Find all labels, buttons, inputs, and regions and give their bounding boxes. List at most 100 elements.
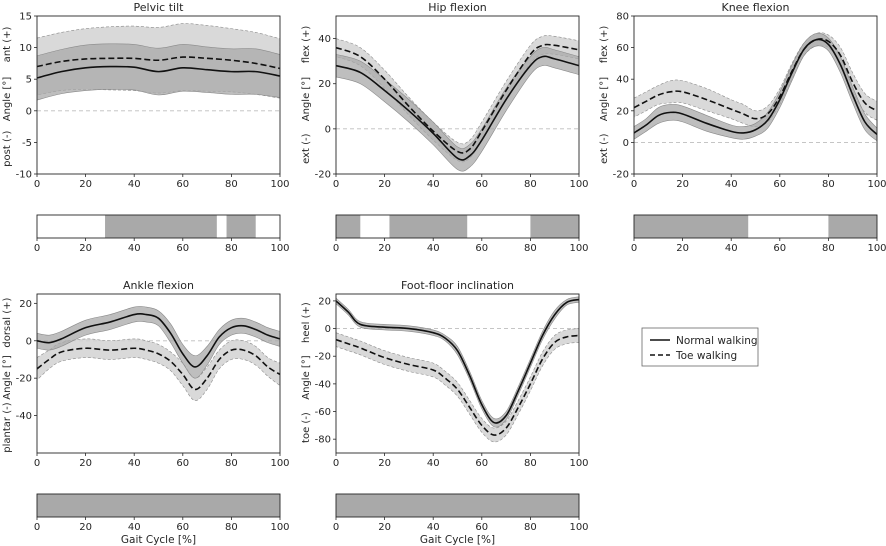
- xlabel-ankle: Gait Cycle [%]: [121, 534, 196, 546]
- axes-frame-hip: [335, 15, 580, 175]
- ytick-label-hip: -20: [315, 170, 331, 181]
- event-bar-segment-ankle: [37, 494, 280, 517]
- mean-line-knee-toe: [634, 38, 877, 120]
- ylabel-pelvic: Angle [°]: [2, 77, 13, 122]
- event-bar-xtick-label-ankle: 80: [225, 522, 238, 533]
- plot-area-foot: [336, 296, 579, 443]
- ytick-label-knee: 80: [616, 12, 629, 23]
- ylabel-hip: Angle [°]: [301, 77, 312, 122]
- event-bar-xtick-label-pelvic: 100: [270, 243, 289, 254]
- ylabel-positive-pelvic: ant (+): [2, 26, 13, 62]
- ytick-label-hip: 0: [325, 124, 331, 135]
- xtick-label-ankle: 60: [176, 458, 189, 469]
- ytick-label-pelvic: -5: [22, 138, 32, 149]
- xtick-label-pelvic: 0: [34, 179, 40, 190]
- ytick-label-foot: -80: [315, 435, 331, 446]
- event-bar-xtick-label-knee: 100: [867, 243, 886, 254]
- xtick-label-foot: 40: [427, 458, 440, 469]
- event-bar-segment-hip: [336, 215, 361, 238]
- plot-area-hip: [336, 35, 579, 172]
- ylabel-negative-foot: toe (-): [301, 412, 312, 443]
- xtick-label-hip: 80: [524, 179, 537, 190]
- event-bar-frame-ankle: [36, 493, 281, 518]
- sd-band-foot-toe: [336, 328, 579, 443]
- ytick-label-pelvic: -10: [16, 170, 32, 181]
- panel-foot: Foot-floor inclination -80 -60 -40 -20 0 20 0 20…: [301, 279, 589, 546]
- ylabel-positive-ankle: dorsal (+): [2, 297, 13, 347]
- xtick-label-foot: 60: [475, 458, 488, 469]
- event-bar-foot: 0 20 40 60 80 100 Gait Cycle [%]: [333, 493, 589, 546]
- xtick-label-hip: 40: [427, 179, 440, 190]
- event-bar-xtick-label-ankle: 20: [79, 522, 92, 533]
- mean-line-ankle-toe: [37, 347, 280, 391]
- event-bar-xtick-label-ankle: 40: [128, 522, 141, 533]
- mean-line-foot-toe: [336, 334, 579, 436]
- axes-frame-pelvic: [36, 15, 281, 175]
- mean-line-pelvic-toe: [37, 56, 280, 70]
- ylabel-positive-foot: heel (+): [301, 302, 312, 343]
- xtick-label-foot: 100: [569, 458, 588, 469]
- event-bar-segment-knee: [634, 215, 749, 238]
- ylabel-knee: Angle [°]: [599, 77, 610, 122]
- xtick-label-pelvic: 20: [79, 179, 92, 190]
- event-bar-segment-hip: [389, 215, 468, 238]
- event-bar-xtick-label-knee: 40: [725, 243, 738, 254]
- event-bar-segment-knee: [828, 215, 877, 238]
- ylabel-positive-hip: flex (+): [301, 26, 312, 64]
- title-foot: Foot-floor inclination: [401, 279, 514, 292]
- mean-line-hip-toe: [336, 43, 579, 154]
- axes-frame-foot: [335, 293, 580, 454]
- plot-area-pelvic: [37, 23, 280, 112]
- ytick-label-foot: -40: [315, 379, 331, 390]
- event-bar-xtick-label-pelvic: 0: [34, 243, 40, 254]
- event-bar-frame-foot: [335, 493, 580, 518]
- event-bar-segment-hip: [530, 215, 579, 238]
- xtick-label-pelvic: 40: [128, 179, 141, 190]
- xtick-label-ankle: 0: [34, 458, 40, 469]
- ylabel-negative-hip: ext (-): [301, 133, 312, 164]
- ytick-label-knee: 60: [616, 43, 629, 54]
- event-bar-xtick-label-foot: 40: [427, 522, 440, 533]
- event-bar-pelvic: 0 20 40 60 80 100: [34, 214, 290, 254]
- title-knee: Knee flexion: [722, 1, 790, 14]
- event-bar-segment-pelvic: [105, 215, 217, 238]
- panel-pelvic: Pelvic tilt -10 -5 0 5 10 15 0 20 40 60 80 100 ant (+…: [2, 1, 290, 254]
- event-bar-xtick-label-pelvic: 60: [176, 243, 189, 254]
- xtick-label-knee: 0: [631, 179, 637, 190]
- xtick-label-ankle: 100: [270, 458, 289, 469]
- ylabel-ankle: Angle [°]: [2, 355, 13, 400]
- event-bar-xtick-label-ankle: 60: [176, 522, 189, 533]
- xtick-label-foot: 20: [378, 458, 391, 469]
- ytick-label-knee: 0: [623, 138, 629, 149]
- xtick-label-knee: 40: [725, 179, 738, 190]
- event-bar-ankle: 0 20 40 60 80 100 Gait Cycle [%]: [34, 493, 290, 546]
- xtick-label-ankle: 40: [128, 458, 141, 469]
- event-bar-xtick-label-hip: 20: [378, 243, 391, 254]
- ytick-label-ankle: 20: [19, 299, 32, 310]
- event-bar-xtick-label-foot: 60: [475, 522, 488, 533]
- ytick-label-pelvic: 10: [19, 43, 32, 54]
- xtick-label-knee: 60: [773, 179, 786, 190]
- event-bar-segment-foot: [336, 494, 579, 517]
- event-bar-xtick-label-hip: 40: [427, 243, 440, 254]
- event-bar-xtick-label-foot: 20: [378, 522, 391, 533]
- mean-line-foot-normal: [336, 298, 579, 424]
- ylabel-foot: Angle [°]: [301, 355, 312, 400]
- plot-area-ankle: [37, 306, 280, 401]
- xtick-label-ankle: 20: [79, 458, 92, 469]
- mean-line-ankle-normal: [37, 313, 280, 368]
- ytick-label-ankle: -20: [16, 374, 32, 385]
- xtick-label-pelvic: 60: [176, 179, 189, 190]
- xtick-label-hip: 60: [475, 179, 488, 190]
- event-bar-segment-pelvic: [226, 215, 256, 238]
- legend: Normal walking Toe walking: [641, 327, 759, 367]
- ytick-label-pelvic: 15: [19, 12, 32, 23]
- ylabel-positive-knee: flex (+): [599, 26, 610, 64]
- ytick-label-foot: 20: [318, 296, 331, 307]
- event-bar-frame-knee: [633, 214, 878, 239]
- mean-line-hip-normal: [336, 55, 579, 161]
- xlabel-foot: Gait Cycle [%]: [420, 534, 495, 546]
